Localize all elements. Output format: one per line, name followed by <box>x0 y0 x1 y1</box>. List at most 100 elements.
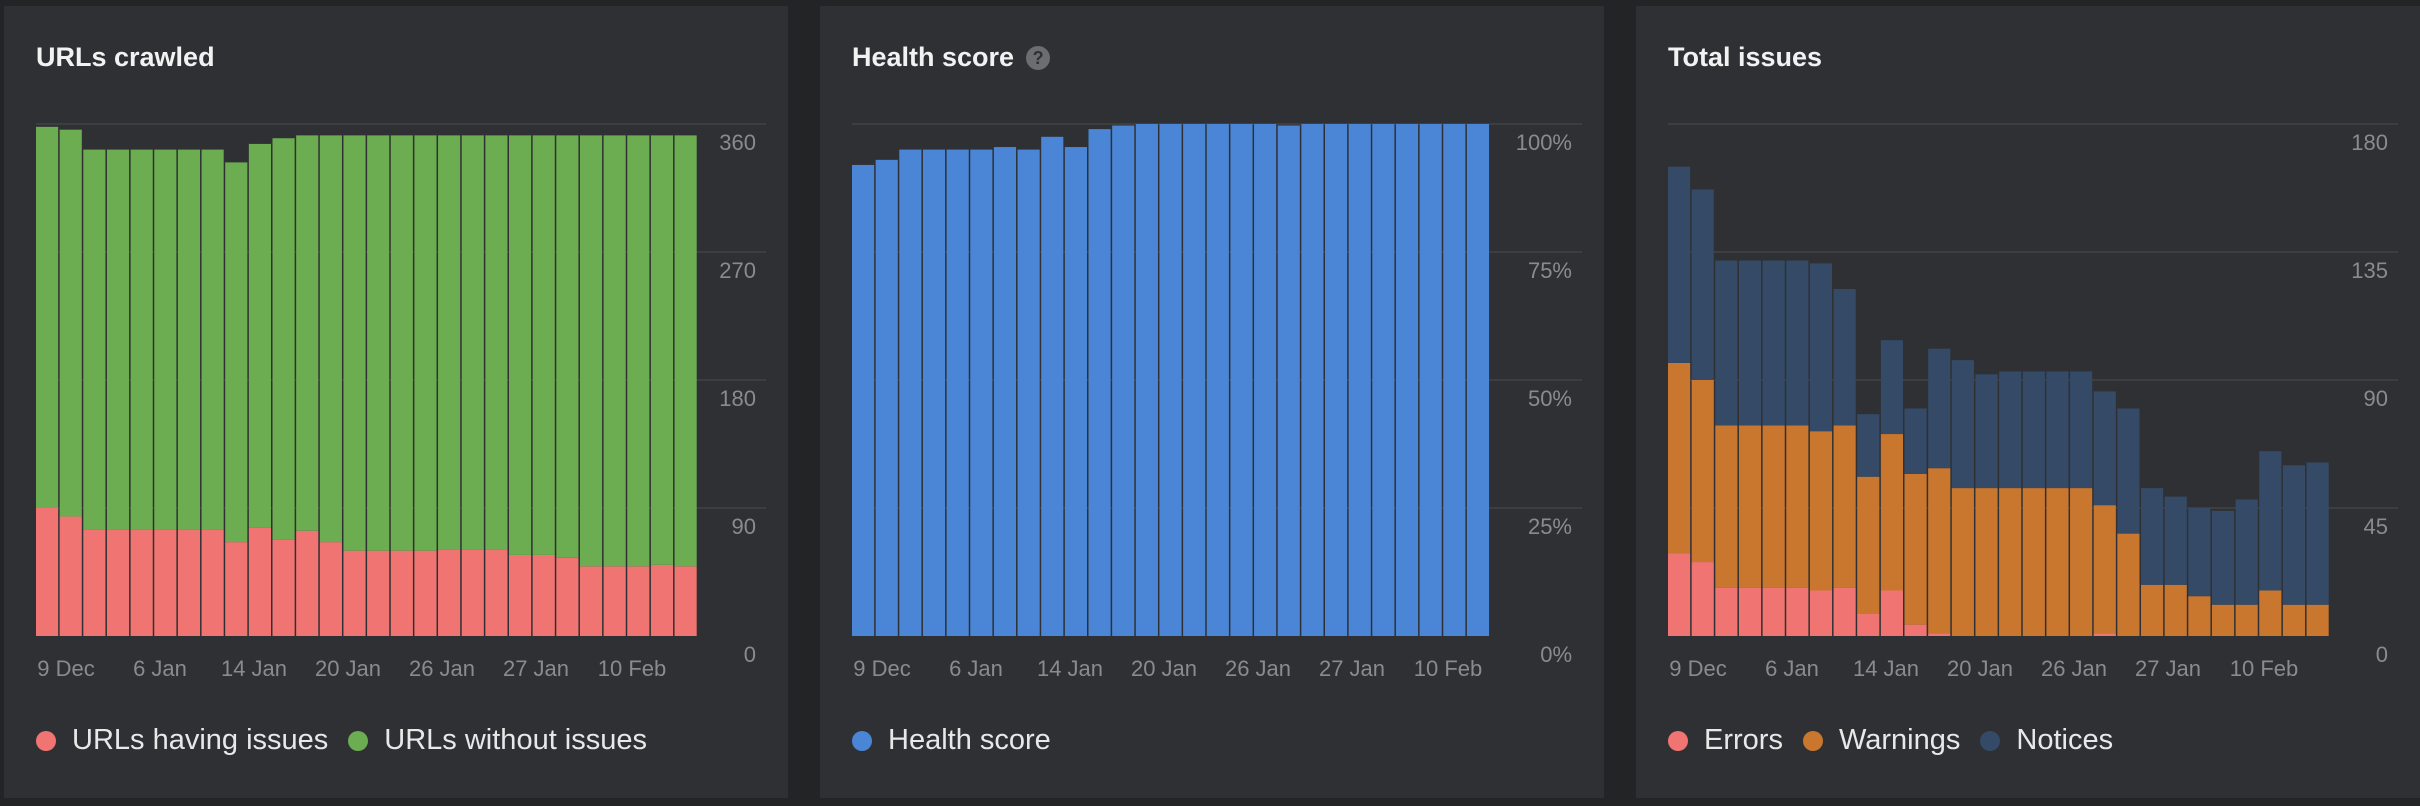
bar-urls-having-issues <box>650 564 674 636</box>
bar-urls-without-issues <box>367 135 390 551</box>
bar-notices <box>1809 263 1833 432</box>
x-tick-label: 14 Jan <box>1853 656 1919 681</box>
urls-crawled-chart: 0 90 180 270 360 9 Dec 6 Jan 14 Jan 20 Jan 26 Jan… <box>36 123 766 681</box>
bar-urls-having-issues <box>130 529 153 636</box>
bar-notices <box>1762 260 1785 426</box>
legend-item-notices[interactable]: Notices <box>1980 724 2113 757</box>
bar-errors <box>1738 587 1762 636</box>
bar-notices <box>2211 510 2235 605</box>
bar-notices <box>1904 408 1927 474</box>
bar-errors <box>1904 624 1927 636</box>
legend-label: Warnings <box>1838 724 1961 756</box>
bar-urls-having-issues <box>343 550 366 636</box>
y-tick-label: 100% <box>1516 130 1572 155</box>
legend-swatch <box>36 730 56 751</box>
legend: Errors Warnings Notices <box>1668 724 2133 757</box>
x-tick-label: 27 Jan <box>1319 656 1385 681</box>
bar-warnings <box>1857 476 1880 614</box>
bar-urls-without-issues <box>177 149 201 530</box>
bar-notices <box>2070 371 2093 489</box>
panel-title: Health score ? <box>852 42 1051 73</box>
bar-errors <box>2093 633 2116 636</box>
bar-errors <box>1928 633 1951 636</box>
bar-warnings <box>1691 380 1714 563</box>
legend-item-health-score[interactable]: Health score <box>852 724 1051 757</box>
bar-urls-having-issues <box>390 550 413 636</box>
panel-urls-crawled: URLs crawled 0 90 180 270 360 9 Dec 6 Jan 14 Ja… <box>4 6 788 798</box>
bar-health-score <box>1135 124 1158 636</box>
bar-health-score <box>1443 124 1466 636</box>
bar-health-score <box>899 149 922 636</box>
bar-health-score <box>1348 124 1371 636</box>
x-tick-label: 14 Jan <box>221 656 287 681</box>
panel-title-text: URLs crawled <box>36 42 215 72</box>
bar-urls-having-issues <box>414 550 437 636</box>
panel-title: Total issues <box>1668 42 1822 73</box>
bar-urls-without-issues <box>296 135 319 531</box>
bar-warnings <box>2235 604 2258 636</box>
bar-warnings <box>1975 488 1998 636</box>
x-tick-label: 26 Jan <box>2041 656 2107 681</box>
bar-urls-having-issues <box>272 539 295 636</box>
bar-urls-without-issues <box>579 135 603 567</box>
bar-urls-without-issues <box>674 135 697 567</box>
bar-warnings <box>2211 604 2235 636</box>
legend-swatch <box>1668 730 1688 751</box>
health-score-chart: 0% 25% 50% 75% 100% 9 Dec 6 Jan 14 Jan 20 Jan 26 … <box>852 123 1582 681</box>
bar-urls-without-issues <box>154 149 177 530</box>
bar-warnings <box>1904 473 1927 625</box>
bar-urls-without-issues <box>461 135 484 550</box>
bar-warnings <box>1738 425 1762 588</box>
bar-health-score <box>1064 147 1087 637</box>
bar-urls-without-issues <box>130 149 153 530</box>
bar-urls-having-issues <box>106 529 130 636</box>
legend-item-errors[interactable]: Errors <box>1668 724 1783 757</box>
legend-item-urls-having-issues[interactable]: URLs having issues <box>36 724 328 757</box>
bar-health-score <box>852 164 875 636</box>
bar-notices <box>2046 371 2069 489</box>
x-tick-label: 9 Dec <box>853 656 910 681</box>
bar-notices <box>1975 374 1998 489</box>
bar-warnings <box>1928 468 1951 634</box>
bar-warnings <box>2306 604 2329 636</box>
bar-health-score <box>1017 149 1040 636</box>
bar-warnings <box>2259 590 2282 636</box>
bar-warnings <box>2046 488 2069 636</box>
y-tick-label: 360 <box>719 130 756 155</box>
y-tick-label: 0 <box>2376 642 2388 667</box>
bar-urls-without-issues <box>106 149 130 530</box>
legend: Health score <box>852 724 1071 757</box>
y-tick-label: 180 <box>719 386 756 411</box>
bar-urls-without-issues <box>532 135 555 555</box>
bar-errors <box>1786 587 1809 636</box>
bar-notices <box>1668 166 1691 363</box>
bar-urls-without-issues <box>36 126 59 508</box>
bar-notices <box>1738 260 1762 426</box>
bar-urls-having-issues <box>319 542 342 636</box>
bar-notices <box>2141 488 2164 585</box>
bar-health-score <box>1277 125 1300 636</box>
legend-item-warnings[interactable]: Warnings <box>1802 724 1961 757</box>
bar-urls-without-issues <box>319 135 342 543</box>
y-tick-label: 50% <box>1528 386 1572 411</box>
legend-label: Health score <box>888 724 1051 756</box>
y-tick-label: 135 <box>2351 258 2388 283</box>
bar-errors <box>1691 562 1714 636</box>
bar-urls-having-issues <box>225 542 248 636</box>
bar-urls-without-issues <box>390 135 413 551</box>
bar-health-score <box>1183 124 1206 636</box>
legend-label: URLs having issues <box>72 724 329 756</box>
bar-urls-having-issues <box>154 529 177 636</box>
bar-urls-having-issues <box>509 554 532 636</box>
bar-notices <box>1833 288 1856 426</box>
bar-notices <box>1691 189 1714 380</box>
question-circle-icon[interactable]: ? <box>1026 45 1051 70</box>
x-tick-label: 26 Jan <box>1225 656 1291 681</box>
x-tick-label: 20 Jan <box>1131 656 1197 681</box>
legend-item-urls-without-issues[interactable]: URLs without issues <box>348 724 647 757</box>
bar-health-score <box>1301 124 1324 636</box>
bar-urls-without-issues <box>201 149 224 530</box>
y-tick-label: 180 <box>2351 130 2388 155</box>
bar-warnings <box>2282 604 2306 636</box>
bar-warnings <box>2070 488 2093 636</box>
